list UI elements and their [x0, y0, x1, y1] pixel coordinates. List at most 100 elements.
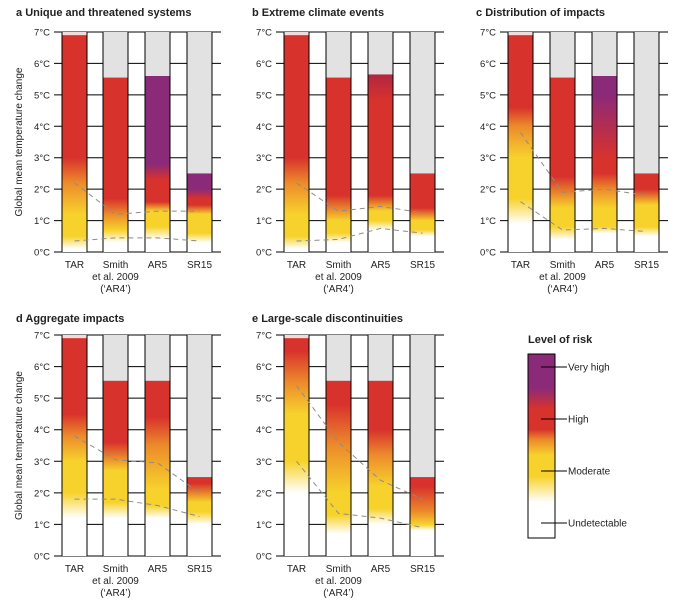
x-tick-label: Smith: [326, 564, 352, 575]
panel-letter: c: [476, 7, 485, 19]
ember-unassessed: [62, 335, 87, 339]
ember-unassessed: [368, 335, 393, 381]
x-tick-label: SR15: [187, 564, 212, 575]
panel-title-text: Extreme climate events: [262, 7, 384, 19]
x-tick-label: Smith: [326, 260, 352, 271]
x-tick-label: et al. 2009: [315, 576, 362, 587]
x-tick-label: AR5: [371, 260, 391, 271]
y-tick-label: 2°C: [34, 488, 50, 499]
y-tick-label: 6°C: [34, 362, 50, 373]
x-tick-label: (‘AR4’): [100, 588, 131, 599]
ember-unassessed: [145, 32, 170, 76]
confidence-dashed-line: [520, 132, 647, 196]
y-tick-label: 4°C: [256, 122, 272, 133]
x-tick-label: TAR: [511, 260, 530, 271]
y-tick-label: 3°C: [256, 153, 272, 164]
ember-bar: [508, 35, 533, 253]
x-tick-label: AR5: [148, 260, 168, 271]
y-tick-label: 3°C: [480, 153, 496, 164]
confidence-dashed-line: [74, 182, 200, 215]
x-tick-label: TAR: [65, 260, 84, 271]
ember-unassessed: [62, 32, 87, 36]
y-tick-label: 0°C: [480, 248, 496, 259]
ember-unassessed: [410, 32, 435, 174]
panel-letter: e: [252, 313, 261, 325]
x-tick-label: TAR: [287, 564, 306, 575]
y-tick-label: 7°C: [256, 28, 272, 39]
y-tick-label: 2°C: [34, 185, 50, 196]
panel-title-text: Unique and threatened systems: [25, 7, 191, 19]
ember-bar: [410, 173, 435, 252]
panel-a: a Unique and threatened systems 0°C 1°C 2°C…: [14, 7, 221, 295]
confidence-dashed-line: [296, 182, 423, 214]
y-tick-label: 1°C: [34, 216, 50, 227]
legend-title: Level of risk: [528, 334, 593, 346]
ember-bar: [284, 35, 309, 253]
legend-colorbar: [527, 353, 556, 539]
ember-bar: [103, 77, 128, 252]
y-tick-label: 7°C: [34, 331, 50, 342]
ember-bar: [592, 76, 617, 252]
y-tick-label: 6°C: [34, 59, 50, 70]
ember-unassessed: [187, 335, 212, 478]
x-tick-label: TAR: [287, 260, 306, 271]
y-tick-label: 2°C: [256, 185, 272, 196]
panel-title: a Unique and threatened systems: [16, 7, 191, 19]
confidence-dashed-line: [296, 227, 423, 242]
legend-label: Very high: [568, 363, 610, 374]
x-tick-label: et al. 2009: [92, 576, 139, 587]
y-tick-label: 0°C: [34, 248, 50, 259]
y-tick-label: 7°C: [480, 28, 496, 39]
y-tick-label: 1°C: [34, 520, 50, 531]
ember-unassessed: [103, 32, 128, 78]
panel-e: e Large-scale discontinuities 0°C 1°C 2°C 3°…: [252, 313, 444, 599]
y-tick-label: 0°C: [256, 248, 272, 259]
y-tick-label: 3°C: [256, 457, 272, 468]
ember-bar: [62, 35, 87, 253]
x-tick-label: AR5: [148, 564, 168, 575]
x-tick-label: (‘AR4’): [323, 588, 354, 599]
ember-unassessed: [284, 335, 309, 339]
panel-letter: b: [252, 7, 262, 19]
confidence-dashed-line: [74, 435, 200, 494]
panel-title: b Extreme climate events: [252, 7, 384, 19]
panel-title-text: Aggregate impacts: [25, 313, 124, 325]
x-tick-label: AR5: [371, 564, 391, 575]
y-tick-label: 5°C: [34, 394, 50, 405]
ember-bar: [634, 173, 659, 252]
panel-letter: a: [16, 7, 25, 19]
y-tick-label: 5°C: [256, 394, 272, 405]
confidence-dashed-line: [74, 237, 200, 242]
x-tick-label: (‘AR4’): [100, 284, 131, 295]
y-tick-label: 6°C: [256, 362, 272, 373]
y-tick-label: 6°C: [480, 59, 496, 70]
ember-unassessed: [103, 335, 128, 381]
x-tick-label: SR15: [410, 260, 435, 271]
y-tick-label: 5°C: [34, 90, 50, 101]
y-tick-label: 1°C: [256, 216, 272, 227]
panel-title: d Aggregate impacts: [16, 313, 124, 325]
x-tick-label: (‘AR4’): [323, 284, 354, 295]
panel-letter: d: [16, 313, 25, 325]
y-tick-label: 1°C: [480, 216, 496, 227]
ember-unassessed: [508, 32, 533, 36]
panel-c: c Distribution of impacts 0°C 1°C 2°C 3°C 4°C…: [476, 7, 668, 295]
legend: Level of risk Undetectable Moderate High Ver…: [527, 334, 627, 539]
x-tick-label: Smith: [103, 260, 129, 271]
y-tick-label: 5°C: [256, 90, 272, 101]
x-tick-label: AR5: [595, 260, 615, 271]
x-tick-label: SR15: [187, 260, 212, 271]
x-tick-label: et al. 2009: [315, 272, 362, 283]
x-tick-label: Smith: [103, 564, 129, 575]
ember-unassessed: [284, 32, 309, 36]
ember-bar: [550, 77, 575, 252]
y-tick-label: 6°C: [256, 59, 272, 70]
x-tick-label: (‘AR4’): [547, 284, 578, 295]
ember-bar: [410, 477, 435, 556]
panel-title-text: Large-scale discontinuities: [261, 313, 403, 325]
ember-unassessed: [326, 32, 351, 78]
panel-b: b Extreme climate events 0°C 1°C 2°C 3°C 4°C 5…: [252, 7, 444, 295]
ember-bar: [284, 338, 309, 556]
y-tick-label: 4°C: [256, 425, 272, 436]
